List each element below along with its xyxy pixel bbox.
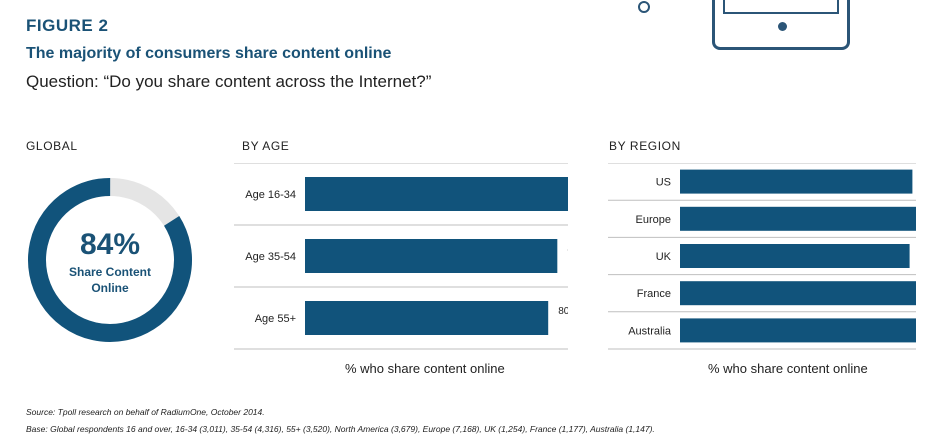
category-label: Age 16-34: [245, 189, 296, 201]
source-note: Source: Tpoll research on behalf of Radi…: [26, 407, 265, 417]
donut-value: 84%: [79, 228, 141, 261]
survey-question: Question: “Do you share content across t…: [26, 72, 432, 91]
bar: [305, 177, 579, 211]
bar: [305, 301, 549, 335]
age-bar-chart: Age 16-3490%Age 35-5483%Age 55+80%: [234, 162, 609, 356]
bar: [680, 206, 918, 231]
global-donut-chart: 84% Share Content Online: [26, 176, 194, 344]
bar: [680, 169, 913, 194]
region-section-title: BY REGION: [609, 139, 681, 153]
donut-svg: [28, 178, 192, 342]
age-chart-svg: Age 16-3490%Age 35-5483%Age 55+80%: [234, 162, 609, 350]
bar: [680, 318, 927, 343]
region-x-axis-label: % who share content online: [708, 361, 868, 376]
age-section-title: BY AGE: [242, 139, 290, 153]
donut-slice-share: [28, 178, 192, 342]
category-label: Age 55+: [255, 313, 296, 325]
donut-label: Share Content Online: [68, 265, 151, 295]
chart-headline: The majority of consumers share content …: [26, 45, 392, 62]
bar: [680, 281, 921, 306]
region-chart-svg: US83%Europe85%UK82%France86%Australia88%: [608, 162, 929, 350]
category-label: UK: [656, 251, 672, 263]
bar: [305, 239, 558, 273]
category-label: Age 35-54: [245, 251, 296, 263]
region-bar-chart: US83%Europe85%UK82%France86%Australia88%: [608, 162, 929, 356]
value-label: 83%: [567, 244, 568, 255]
donut-center: 84% Share Content Online: [26, 176, 194, 344]
category-label: Australia: [628, 325, 672, 337]
figure-label: FIGURE 2: [26, 16, 109, 35]
bar: [680, 244, 910, 268]
value-label: 80%: [558, 306, 568, 317]
category-label: US: [656, 177, 671, 189]
category-label: Europe: [636, 214, 671, 226]
global-section-title: GLOBAL: [26, 139, 78, 153]
decorative-circle-icon: [638, 1, 650, 13]
base-note: Base: Global respondents 16 and over, 16…: [26, 424, 655, 434]
tablet-screen: [723, 0, 839, 14]
category-label: France: [637, 288, 671, 300]
age-x-axis-label: % who share content online: [345, 361, 505, 376]
tablet-icon: [712, 0, 850, 50]
tablet-button: [778, 22, 787, 31]
